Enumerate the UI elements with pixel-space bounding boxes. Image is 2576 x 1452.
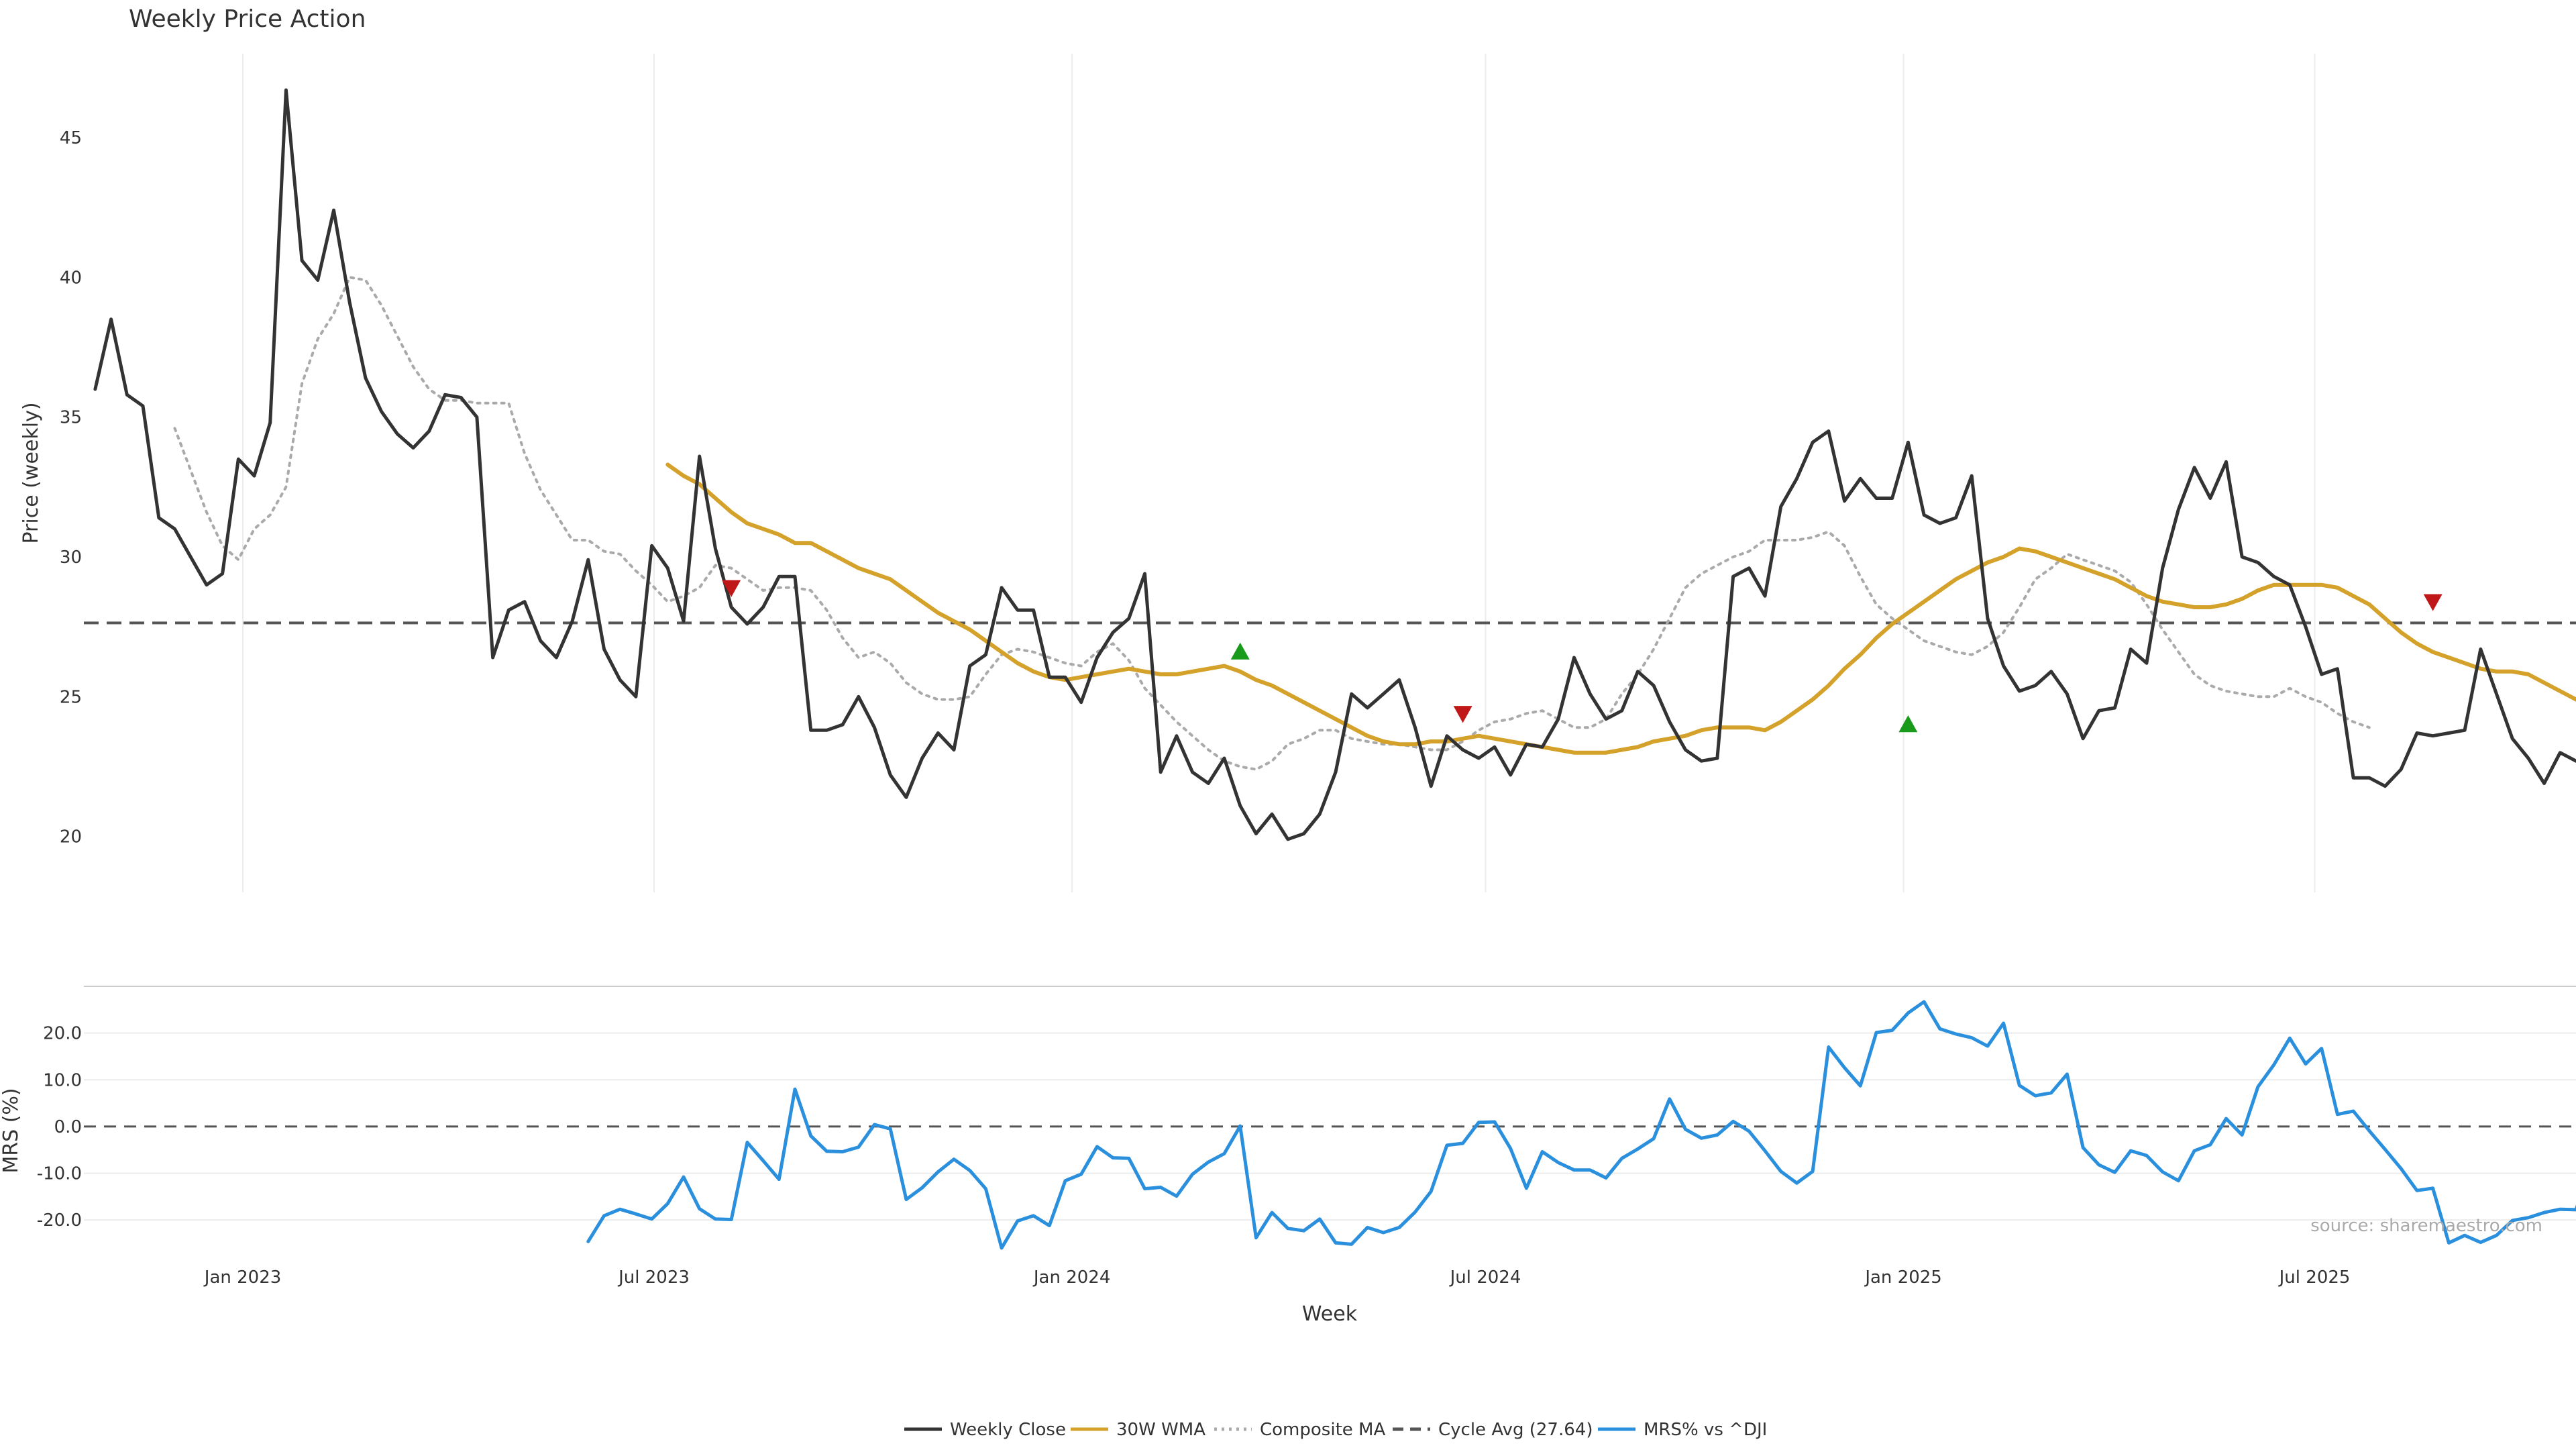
x-tick-label: Jul 2024 (1449, 1267, 1521, 1288)
legend: Weekly Close 30W WMA Composite MA Cycle Avg… (904, 1420, 1767, 1440)
x-axis-label: Week (1302, 1302, 1358, 1326)
x-tick-label: Jan 2025 (1864, 1267, 1942, 1288)
mrs-y-tick: 0.0 (54, 1117, 82, 1137)
signal-marker-down (2423, 594, 2443, 611)
price-y-tick: 25 (60, 687, 82, 707)
series-line-wma (665, 462, 2576, 755)
series-line-close (93, 88, 2576, 841)
signal-marker-down (1453, 706, 1472, 723)
series-line-composite (173, 276, 2371, 771)
legend-label: Composite MA (1260, 1420, 1385, 1440)
legend-label: Weekly Close (950, 1420, 1066, 1440)
mrs-y-axis-label: MRS (%) (0, 1088, 23, 1173)
mrs-y-tick: 20.0 (43, 1024, 82, 1044)
x-tick-label: Jan 2024 (1032, 1267, 1111, 1288)
mrs-y-tick: 10.0 (43, 1070, 82, 1090)
price-y-tick: 20 (60, 827, 82, 847)
price-y-axis-label: Price (weekly) (19, 402, 43, 543)
x-tick-label: Jul 2025 (2278, 1267, 2351, 1288)
legend-label: Cycle Avg (27.64) (1438, 1420, 1593, 1440)
price-panel: 20 25 30 35 40 45 Price (weekly) (19, 54, 2576, 892)
mrs-panel: 20.0 10.0 0.0 -10.0 -20.0 MRS (%) Jan 2023 Jul … (0, 986, 2576, 1326)
source-note: source: sharemaestro.com (2310, 1216, 2542, 1236)
signal-marker-up (1898, 715, 1918, 733)
chart-title: Weekly Price Action (129, 5, 366, 33)
legend-label: 30W WMA (1116, 1420, 1205, 1440)
price-y-tick: 40 (60, 268, 82, 288)
series-line-mrs (586, 1000, 2576, 1250)
signal-marker-down (722, 580, 741, 597)
price-y-tick: 30 (60, 548, 82, 568)
signal-marker-up (1230, 642, 1250, 660)
mrs-y-tick: -10.0 (37, 1164, 82, 1184)
x-tick-label: Jul 2023 (617, 1267, 690, 1288)
price-y-tick: 45 (60, 128, 82, 148)
price-y-tick: 35 (60, 408, 82, 428)
mrs-y-tick: -20.0 (37, 1210, 82, 1231)
x-tick-label: Jan 2023 (203, 1267, 282, 1288)
legend-label: MRS% vs ^DJI (1644, 1420, 1767, 1440)
